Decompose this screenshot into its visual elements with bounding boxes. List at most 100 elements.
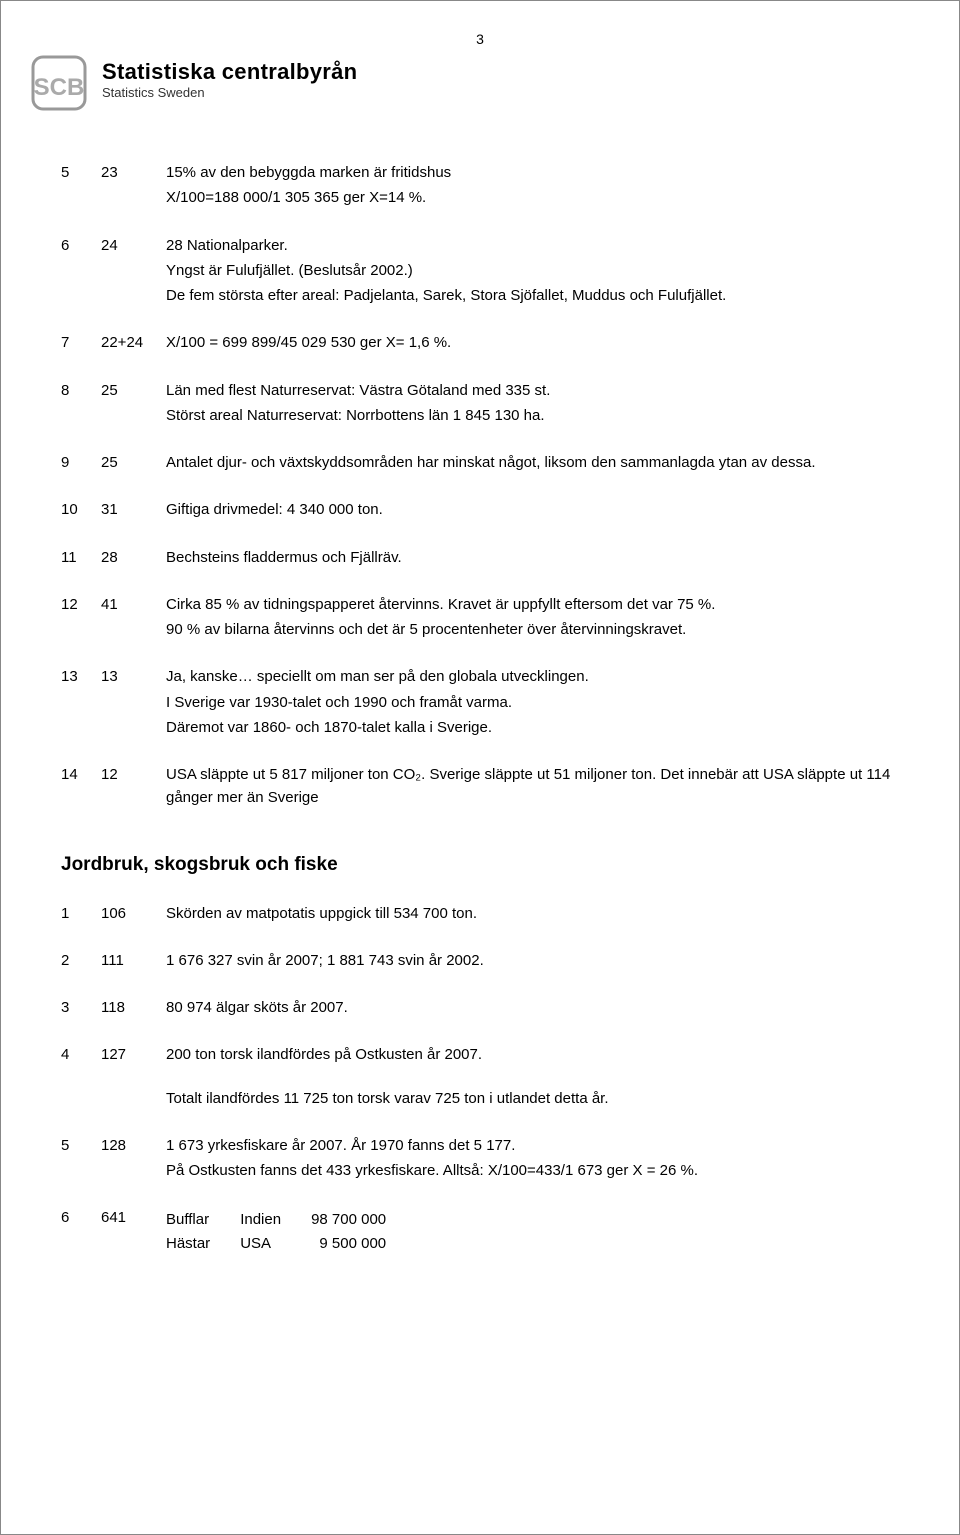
row-number: 6: [61, 1206, 101, 1229]
sub-table-cell: 98 700 000: [311, 1208, 416, 1231]
row-text: Län med flest Naturreservat: Västra Göta…: [166, 379, 899, 430]
section1: 52315% av den bebyggda marken är fritids…: [61, 161, 899, 812]
row-text: 200 ton torsk ilandfördes på Ostkusten å…: [166, 1043, 899, 1112]
row-reference: 13: [101, 665, 166, 688]
row-number: 5: [61, 161, 101, 184]
text-line: Störst areal Naturreservat: Norrbottens …: [166, 404, 899, 427]
row-number: 12: [61, 593, 101, 616]
sub-table: BufflarIndien98 700 000HästarUSA9 500 00…: [166, 1208, 416, 1255]
text-line: I Sverige var 1930-talet och 1990 och fr…: [166, 691, 899, 714]
row-reference: 28: [101, 546, 166, 569]
text-line: Yngst är Fulufjället. (Beslutsår 2002.): [166, 259, 899, 282]
row-number: 6: [61, 234, 101, 257]
row-number: 7: [61, 331, 101, 354]
row-text: 15% av den bebyggda marken är fritidshus…: [166, 161, 899, 212]
text-line: På Ostkusten fanns det 433 yrkesfiskare.…: [166, 1159, 899, 1182]
row-reference: 118: [101, 996, 166, 1019]
row-text: BufflarIndien98 700 000HästarUSA9 500 00…: [166, 1206, 899, 1255]
section2: 1106Skörden av matpotatis uppgick till 5…: [61, 902, 899, 1255]
row-number: 14: [61, 763, 101, 786]
row-number: 13: [61, 665, 101, 688]
row-text: USA släppte ut 5 817 miljoner ton CO₂. S…: [166, 763, 899, 812]
content-row: 1106Skörden av matpotatis uppgick till 5…: [61, 902, 899, 927]
content-row: 825Län med flest Naturreservat: Västra G…: [61, 379, 899, 430]
content-row: 1313Ja, kanske… speciellt om man ser på …: [61, 665, 899, 741]
content-row: 6641BufflarIndien98 700 000HästarUSA9 50…: [61, 1206, 899, 1255]
text-line: Cirka 85 % av tidningspapperet återvinns…: [166, 593, 899, 616]
content-row: 1241Cirka 85 % av tidningspapperet återv…: [61, 593, 899, 644]
row-reference: 31: [101, 498, 166, 521]
sub-table-cell: Hästar: [166, 1232, 240, 1255]
text-line: X/100=188 000/1 305 365 ger X=14 %.: [166, 186, 899, 209]
content-row: 1031Giftiga drivmedel: 4 340 000 ton.: [61, 498, 899, 523]
row-reference: 41: [101, 593, 166, 616]
row-text: 28 Nationalparker.Yngst är Fulufjället. …: [166, 234, 899, 310]
row-text: Ja, kanske… speciellt om man ser på den …: [166, 665, 899, 741]
text-line: Antalet djur- och växtskyddsområden har …: [166, 451, 899, 474]
row-reference: 24: [101, 234, 166, 257]
text-line: Skörden av matpotatis uppgick till 534 7…: [166, 902, 899, 925]
sub-table-cell: Bufflar: [166, 1208, 240, 1231]
row-text: 1 676 327 svin år 2007; 1 881 743 svin å…: [166, 949, 899, 974]
content-row: 52315% av den bebyggda marken är fritids…: [61, 161, 899, 212]
text-line: 1 673 yrkesfiskare år 2007. År 1970 fann…: [166, 1134, 899, 1157]
content-row: 4127200 ton torsk ilandfördes på Ostkust…: [61, 1043, 899, 1112]
row-reference: 128: [101, 1134, 166, 1157]
row-number: 4: [61, 1043, 101, 1066]
text-line: 80 974 älgar sköts år 2007.: [166, 996, 899, 1019]
content-row: 722+24X/100 = 699 899/45 029 530 ger X= …: [61, 331, 899, 356]
row-text: Antalet djur- och växtskyddsområden har …: [166, 451, 899, 476]
row-reference: 111: [101, 949, 166, 972]
row-reference: 641: [101, 1206, 166, 1229]
row-text: Skörden av matpotatis uppgick till 534 7…: [166, 902, 899, 927]
row-number: 11: [61, 546, 101, 569]
content-row: 62428 Nationalparker.Yngst är Fulufjälle…: [61, 234, 899, 310]
page-number: 3: [61, 31, 899, 47]
text-line: Län med flest Naturreservat: Västra Göta…: [166, 379, 899, 402]
row-number: 1: [61, 902, 101, 925]
text-line: USA släppte ut 5 817 miljoner ton CO₂. S…: [166, 763, 899, 810]
text-line: Ja, kanske… speciellt om man ser på den …: [166, 665, 899, 688]
content-row: 311880 974 älgar sköts år 2007.: [61, 996, 899, 1021]
row-text: Bechsteins fladdermus och Fjällräv.: [166, 546, 899, 571]
content-row: 1412USA släppte ut 5 817 miljoner ton CO…: [61, 763, 899, 812]
content-row: 925Antalet djur- och växtskyddsområden h…: [61, 451, 899, 476]
row-number: 8: [61, 379, 101, 402]
org-title: Statistiska centralbyrån: [102, 59, 357, 85]
text-line: De fem största efter areal: Padjelanta, …: [166, 284, 899, 307]
text-line: 1 676 327 svin år 2007; 1 881 743 svin å…: [166, 949, 899, 972]
scb-logo-icon: SCB: [31, 55, 87, 111]
row-number: 3: [61, 996, 101, 1019]
row-number: 9: [61, 451, 101, 474]
sub-table-cell: Indien: [240, 1208, 311, 1231]
text-line: Totalt ilandfördes 11 725 ton torsk vara…: [166, 1087, 899, 1110]
row-text: X/100 = 699 899/45 029 530 ger X= 1,6 %.: [166, 331, 899, 356]
text-line: 200 ton torsk ilandfördes på Ostkusten å…: [166, 1043, 899, 1066]
row-reference: 25: [101, 379, 166, 402]
svg-text:SCB: SCB: [34, 74, 85, 101]
text-line: Giftiga drivmedel: 4 340 000 ton.: [166, 498, 899, 521]
row-text: 80 974 älgar sköts år 2007.: [166, 996, 899, 1021]
row-number: 2: [61, 949, 101, 972]
text-line: Däremot var 1860- och 1870-talet kalla i…: [166, 716, 899, 739]
sub-table-row: BufflarIndien98 700 000: [166, 1208, 416, 1231]
document-header: SCB Statistiska centralbyrån Statistics …: [61, 55, 899, 111]
row-text: 1 673 yrkesfiskare år 2007. År 1970 fann…: [166, 1134, 899, 1185]
row-reference: 25: [101, 451, 166, 474]
content-row: 1128Bechsteins fladdermus och Fjällräv.: [61, 546, 899, 571]
text-line: X/100 = 699 899/45 029 530 ger X= 1,6 %.: [166, 331, 899, 354]
row-reference: 127: [101, 1043, 166, 1066]
org-subtitle: Statistics Sweden: [102, 85, 357, 100]
row-text: Cirka 85 % av tidningspapperet återvinns…: [166, 593, 899, 644]
row-reference: 23: [101, 161, 166, 184]
sub-table-cell: USA: [240, 1232, 311, 1255]
section-heading: Jordbruk, skogsbruk och fiske: [61, 854, 899, 876]
row-number: 5: [61, 1134, 101, 1157]
row-reference: 12: [101, 763, 166, 786]
row-text: Giftiga drivmedel: 4 340 000 ton.: [166, 498, 899, 523]
organization-name: Statistiska centralbyrån Statistics Swed…: [102, 55, 357, 100]
row-number: 10: [61, 498, 101, 521]
text-line: 90 % av bilarna återvinns och det är 5 p…: [166, 618, 899, 641]
text-line: Bechsteins fladdermus och Fjällräv.: [166, 546, 899, 569]
text-line: 15% av den bebyggda marken är fritidshus: [166, 161, 899, 184]
